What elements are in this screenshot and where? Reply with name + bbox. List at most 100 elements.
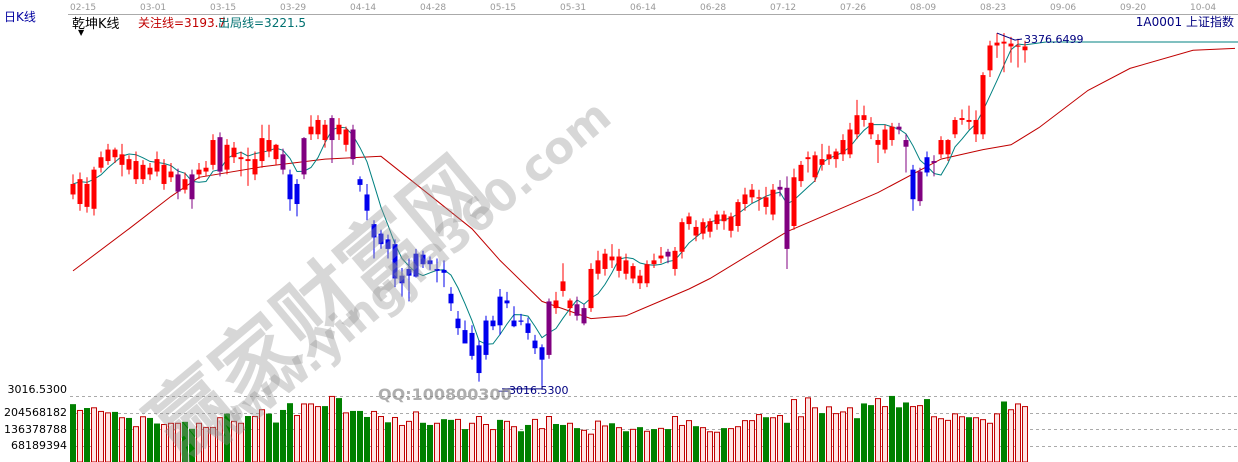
volume-bar bbox=[532, 418, 538, 462]
candle-body bbox=[672, 250, 678, 269]
volume-bar bbox=[455, 418, 461, 462]
volume-bar bbox=[378, 416, 384, 462]
candle-body bbox=[210, 140, 216, 165]
symbol-label: 1A0001 上证指数 bbox=[1135, 15, 1234, 29]
volume-bar bbox=[70, 404, 76, 462]
low-marker-line bbox=[502, 385, 543, 390]
candle-body bbox=[266, 140, 272, 152]
volume-bar bbox=[497, 419, 503, 462]
candle-body bbox=[392, 244, 398, 279]
candle-body bbox=[154, 159, 160, 172]
candle-body bbox=[791, 177, 797, 226]
candle-body bbox=[798, 164, 804, 182]
candle-body bbox=[329, 118, 335, 141]
volume-bar bbox=[98, 410, 104, 462]
candle-body bbox=[441, 269, 447, 273]
volume-bar bbox=[126, 417, 132, 462]
volume-bar bbox=[203, 426, 209, 462]
candle-body bbox=[749, 189, 755, 198]
volume-bar bbox=[287, 403, 293, 462]
candle-body bbox=[308, 126, 314, 135]
candle-body bbox=[490, 320, 496, 327]
candle-body bbox=[511, 320, 517, 327]
volume-bar bbox=[539, 428, 545, 462]
candle-body bbox=[581, 308, 587, 324]
volume-bar bbox=[280, 409, 286, 462]
candle-body bbox=[217, 137, 223, 172]
volume-bar bbox=[819, 413, 825, 462]
candle-body bbox=[546, 301, 552, 355]
candle-body bbox=[665, 251, 671, 257]
volume-bar bbox=[763, 417, 769, 462]
candle-body bbox=[161, 164, 167, 184]
volume-bar bbox=[504, 420, 510, 462]
volume-axis-label: 68189394 bbox=[11, 439, 67, 452]
period-label[interactable]: 日K线 bbox=[4, 10, 36, 24]
candle-body bbox=[336, 124, 342, 135]
volume-bar bbox=[707, 431, 713, 462]
candle-body bbox=[462, 330, 468, 344]
candle-body bbox=[630, 266, 636, 279]
volume-axis-label: 204568182 bbox=[4, 406, 67, 419]
candle-body bbox=[476, 345, 482, 374]
candle-body bbox=[903, 140, 909, 147]
candle-body bbox=[574, 304, 580, 316]
watermark-qq: QQ:100800300 bbox=[378, 385, 512, 404]
volume-bar bbox=[588, 433, 594, 462]
candle-body bbox=[497, 296, 503, 326]
candle-body bbox=[448, 293, 454, 304]
volume-bar bbox=[574, 428, 580, 462]
volume-bar bbox=[462, 429, 468, 462]
volume-bar bbox=[483, 423, 489, 462]
volume-bar bbox=[889, 395, 895, 462]
volume-bar bbox=[847, 407, 853, 462]
volume-bar bbox=[329, 395, 335, 462]
volume-axis-label: 136378788 bbox=[4, 423, 67, 436]
candle-body bbox=[434, 268, 440, 271]
candle-body bbox=[224, 144, 230, 170]
indicator-name[interactable]: 乾坤K线 bbox=[72, 17, 120, 32]
volume-bar bbox=[112, 411, 118, 462]
candle-body bbox=[770, 189, 776, 215]
candle-body bbox=[126, 159, 132, 170]
volume-bar bbox=[140, 416, 146, 462]
volume-bar bbox=[602, 425, 608, 462]
volume-bar bbox=[770, 417, 776, 462]
volume-bar bbox=[546, 416, 552, 462]
candle-body bbox=[721, 214, 727, 222]
volume-bar bbox=[973, 417, 979, 462]
date-tick-label: 07-12 bbox=[770, 3, 796, 13]
candle-body bbox=[119, 154, 125, 165]
date-tick-label: 08-09 bbox=[910, 3, 936, 13]
candle-body bbox=[105, 149, 111, 162]
candle-body bbox=[133, 161, 139, 180]
candle-body bbox=[399, 275, 405, 284]
candle-body bbox=[238, 157, 244, 160]
volume-bar bbox=[651, 429, 657, 462]
volume-bar bbox=[966, 417, 972, 462]
volume-bar bbox=[210, 426, 216, 462]
volume-bar bbox=[336, 398, 342, 462]
candle-body bbox=[385, 239, 391, 249]
volume-bar bbox=[903, 402, 909, 462]
dropdown-arrow-icon[interactable]: ▼ bbox=[78, 28, 85, 37]
volume-bar bbox=[238, 422, 244, 462]
date-tick-label: 03-29 bbox=[280, 3, 306, 13]
volume-bar bbox=[525, 424, 531, 462]
candle-body bbox=[245, 159, 251, 162]
candle-body bbox=[882, 129, 888, 150]
volume-bar bbox=[567, 422, 573, 462]
volume-bar bbox=[420, 422, 426, 462]
candle-body bbox=[812, 155, 818, 178]
volume-bar bbox=[301, 403, 307, 462]
candle-body bbox=[147, 167, 153, 175]
candle-body bbox=[987, 45, 993, 71]
exit-line-value: 出局线=3221.5 bbox=[218, 16, 307, 30]
candle-body bbox=[1015, 45, 1021, 47]
candle-body bbox=[280, 154, 286, 170]
candle-body bbox=[994, 42, 1000, 46]
candle-body bbox=[609, 256, 615, 261]
volume-bar bbox=[714, 431, 720, 462]
